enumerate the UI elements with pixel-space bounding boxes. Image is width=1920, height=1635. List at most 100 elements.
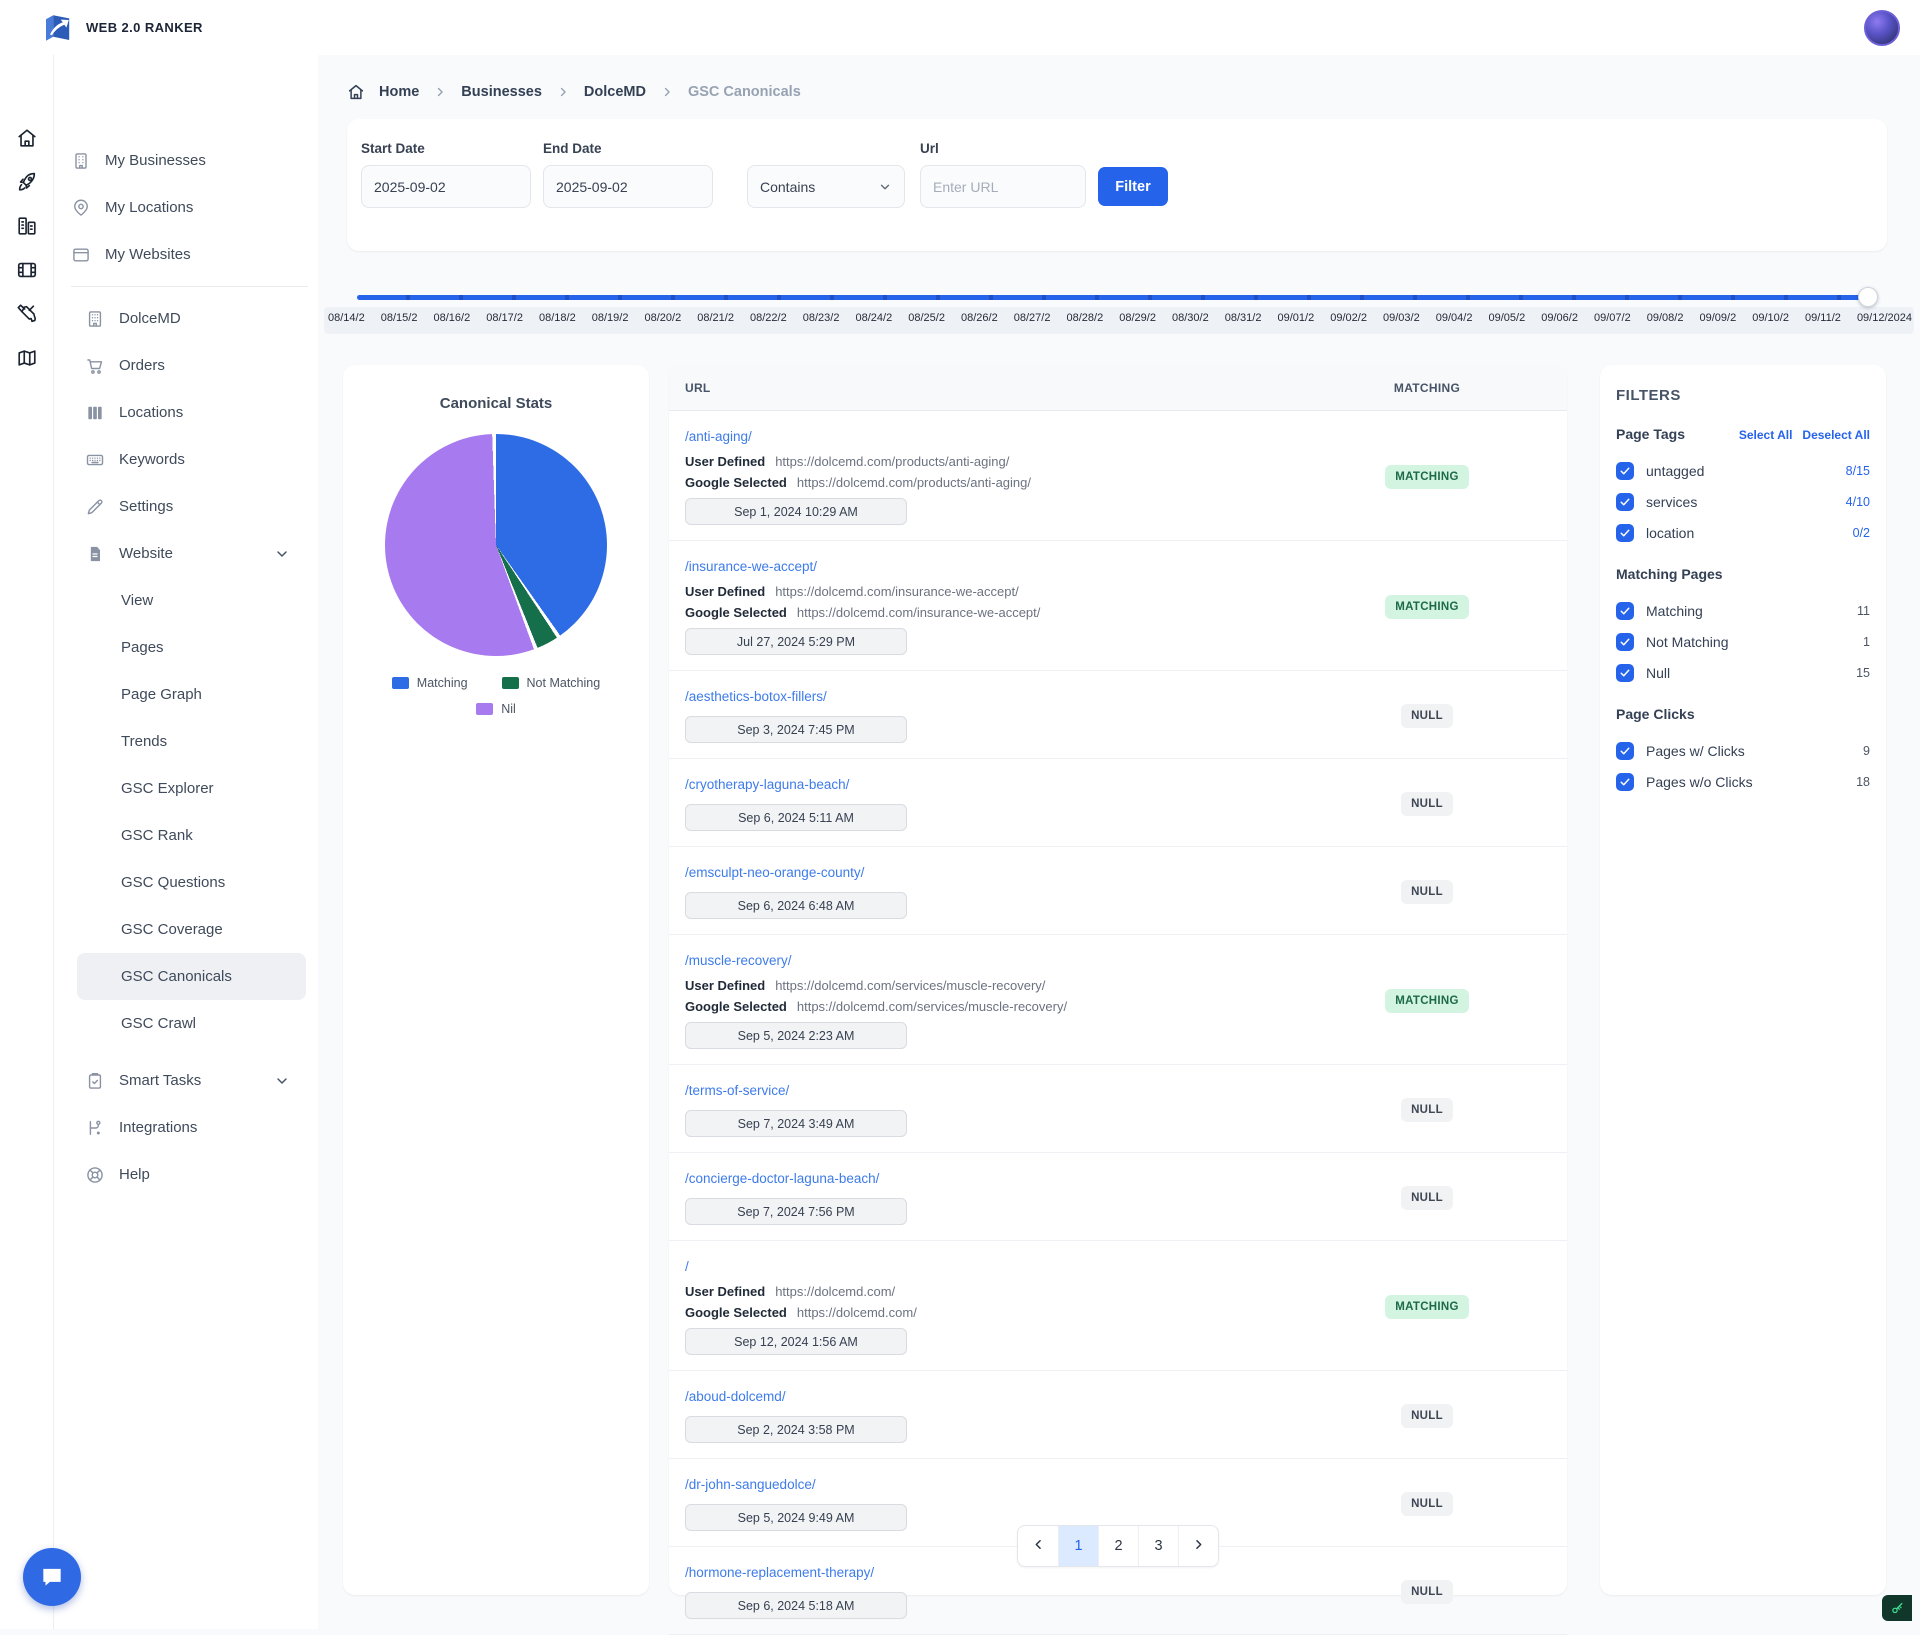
rocket-icon[interactable] (16, 171, 38, 193)
url-link[interactable]: /cryotherapy-laguna-beach/ (685, 777, 849, 792)
crawl-date-chip[interactable]: Sep 6, 2024 5:18 AM (685, 1592, 907, 1619)
google-selected-value: https://dolcemd.com/ (797, 1305, 917, 1320)
checkbox-matching[interactable] (1616, 602, 1634, 620)
timeline-date-label: 08/17/2 (486, 312, 523, 324)
film-icon[interactable] (16, 259, 38, 281)
breadcrumb-item-dolcemd[interactable]: DolceMD (584, 84, 646, 100)
location-pin-icon (71, 198, 91, 218)
table-row: /cryotherapy-laguna-beach/Sep 6, 2024 5:… (669, 759, 1567, 847)
sidebar-item-view[interactable]: View (54, 577, 308, 624)
url-link[interactable]: /concierge-doctor-laguna-beach/ (685, 1171, 879, 1186)
url-link[interactable]: /muscle-recovery/ (685, 953, 792, 968)
checkbox-services[interactable] (1616, 493, 1634, 511)
user-avatar[interactable] (1864, 10, 1900, 46)
pagination-next-button[interactable] (1178, 1526, 1218, 1566)
pagination-page-2[interactable]: 2 (1098, 1526, 1138, 1566)
sidebar-item-orders[interactable]: Orders (54, 342, 308, 389)
chevron-right-icon (556, 85, 570, 99)
start-date-input[interactable] (361, 165, 531, 208)
url-link[interactable]: /terms-of-service/ (685, 1083, 789, 1098)
row-url-cell: /concierge-doctor-laguna-beach/Sep 7, 20… (669, 1170, 1287, 1225)
crawl-date-chip[interactable]: Sep 12, 2024 1:56 AM (685, 1328, 907, 1355)
google-selected-value: https://dolcemd.com/insurance-we-accept/ (797, 605, 1041, 620)
sidebar-item-smart-tasks[interactable]: Smart Tasks (54, 1057, 308, 1104)
url-link[interactable]: /dr-john-sanguedolce/ (685, 1477, 816, 1492)
url-link[interactable]: /aboud-dolcemd/ (685, 1389, 786, 1404)
pagination-page-1[interactable]: 1 (1058, 1526, 1098, 1566)
checkbox-not-matching[interactable] (1616, 633, 1634, 651)
url-link[interactable]: /emsculpt-neo-orange-county/ (685, 865, 864, 880)
crawl-date-chip[interactable]: Sep 7, 2024 7:56 PM (685, 1198, 907, 1225)
crawl-date-chip[interactable]: Sep 6, 2024 5:11 AM (685, 804, 907, 831)
chevron-left-icon (1031, 1537, 1046, 1556)
sidebar-item-keywords[interactable]: Keywords (54, 436, 308, 483)
url-label: Url (920, 141, 939, 156)
sidebar-item-gsc-rank[interactable]: GSC Rank (54, 812, 308, 859)
filter-option-label: services (1646, 494, 1697, 510)
select-all-link[interactable]: Select All (1739, 428, 1793, 442)
timeline-slider-handle[interactable] (1858, 287, 1878, 307)
map-icon[interactable] (16, 347, 38, 369)
sidebar-item-dolcemd[interactable]: DolceMD (54, 295, 308, 342)
crawl-date-chip[interactable]: Jul 27, 2024 5:29 PM (685, 628, 907, 655)
status-badge: MATCHING (1385, 1295, 1469, 1319)
crawl-date-chip[interactable]: Sep 5, 2024 2:23 AM (685, 1022, 907, 1049)
sidebar-item-my-websites[interactable]: My Websites (54, 231, 308, 278)
crawl-date-chip[interactable]: Sep 5, 2024 9:49 AM (685, 1504, 907, 1531)
end-date-input[interactable] (543, 165, 713, 208)
checkbox-null[interactable] (1616, 664, 1634, 682)
url-link[interactable]: /hormone-replacement-therapy/ (685, 1565, 874, 1580)
sidebar-item-settings[interactable]: Settings (54, 483, 308, 530)
pagination-page-3[interactable]: 3 (1138, 1526, 1178, 1566)
url-input[interactable] (920, 165, 1086, 208)
chat-widget-button[interactable] (23, 1548, 81, 1606)
sidebar-item-integrations[interactable]: Integrations (54, 1104, 308, 1151)
home-icon[interactable] (16, 127, 38, 149)
password-extension-badge[interactable] (1882, 1595, 1912, 1621)
sidebar-item-gsc-crawl[interactable]: GSC Crawl (54, 1000, 308, 1047)
sidebar-item-page-graph[interactable]: Page Graph (54, 671, 308, 718)
sidebar-item-label: Keywords (119, 451, 185, 468)
crawl-date-chip[interactable]: Sep 1, 2024 10:29 AM (685, 498, 907, 525)
pagination-prev-button[interactable] (1018, 1526, 1058, 1566)
timeline-slider-track[interactable] (357, 295, 1868, 300)
sidebar-item-my-businesses[interactable]: My Businesses (54, 137, 308, 184)
home-icon[interactable] (347, 83, 365, 101)
checkbox-pages-w-o-clicks[interactable] (1616, 773, 1634, 791)
tools-icon[interactable] (16, 303, 38, 325)
match-type-select[interactable]: Contains (747, 165, 905, 208)
sidebar-item-locations[interactable]: Locations (54, 389, 308, 436)
filter-button[interactable]: Filter (1098, 167, 1168, 206)
sidebar-item-gsc-explorer[interactable]: GSC Explorer (54, 765, 308, 812)
checkbox-untagged[interactable] (1616, 462, 1634, 480)
sidebar-item-gsc-coverage[interactable]: GSC Coverage (54, 906, 308, 953)
sidebar-item-trends[interactable]: Trends (54, 718, 308, 765)
buildings-icon[interactable] (16, 215, 38, 237)
sidebar-item-my-locations[interactable]: My Locations (54, 184, 308, 231)
url-link[interactable]: /insurance-we-accept/ (685, 559, 817, 574)
sidebar-item-gsc-canonicals[interactable]: GSC Canonicals (77, 953, 306, 1000)
sidebar-item-help[interactable]: Help (54, 1151, 308, 1198)
crawl-date-chip[interactable]: Sep 2, 2024 3:58 PM (685, 1416, 907, 1443)
breadcrumb-item-home[interactable]: Home (379, 84, 419, 100)
checkbox-location[interactable] (1616, 524, 1634, 542)
crawl-date-chip[interactable]: Sep 7, 2024 3:49 AM (685, 1110, 907, 1137)
url-link[interactable]: / (685, 1259, 689, 1274)
deselect-all-link[interactable]: Deselect All (1802, 428, 1870, 442)
checkbox-pages-w-clicks[interactable] (1616, 742, 1634, 760)
breadcrumb-item-businesses[interactable]: Businesses (461, 84, 542, 100)
url-link[interactable]: /anti-aging/ (685, 429, 752, 444)
sidebar-item-website[interactable]: Website (54, 530, 308, 577)
sidebar-item-gsc-questions[interactable]: GSC Questions (54, 859, 308, 906)
brand-name: WEB 2.0 RANKER (86, 20, 203, 35)
crawl-date-chip[interactable]: Sep 3, 2024 7:45 PM (685, 716, 907, 743)
row-url-cell: /aboud-dolcemd/Sep 2, 2024 3:58 PM (669, 1388, 1287, 1443)
sidebar-item-pages[interactable]: Pages (54, 624, 308, 671)
crawl-date-chip[interactable]: Sep 6, 2024 6:48 AM (685, 892, 907, 919)
url-link[interactable]: /aesthetics-botox-fillers/ (685, 689, 827, 704)
